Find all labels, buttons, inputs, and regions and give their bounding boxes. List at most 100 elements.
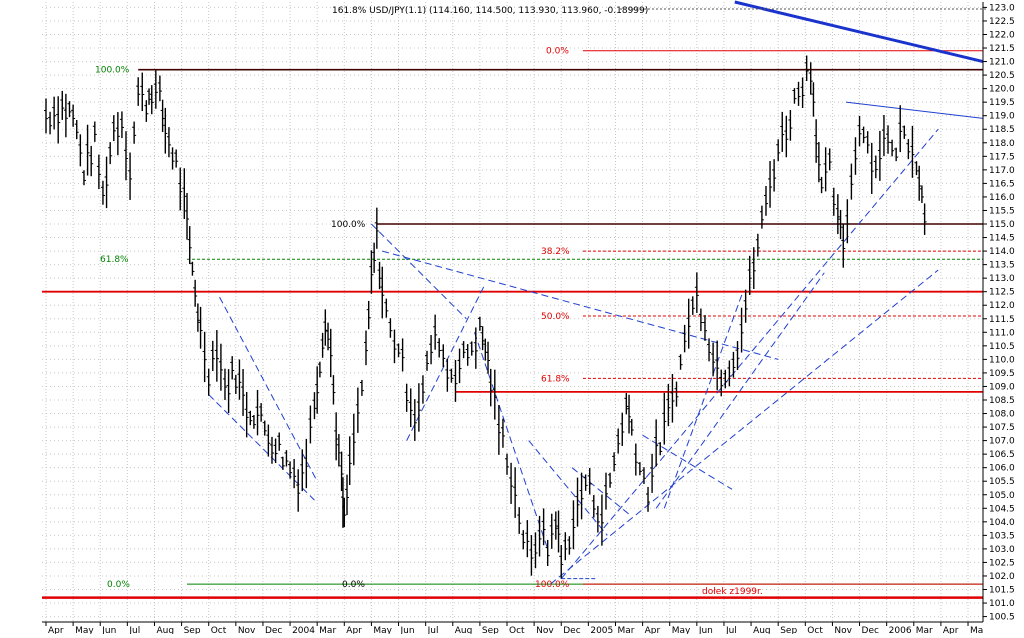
y-tick-label: 105.5 [989,477,1015,487]
fib-left-label: 100.0% [95,66,130,76]
dashed-trendline [560,128,939,580]
y-tick-label: 121.0 [989,58,1015,68]
y-tick-label: 102.5 [989,558,1015,568]
fib-right-label: 38.2% [541,247,570,257]
y-tick-label: 119.0 [989,112,1015,122]
trendlines [208,0,984,585]
dashed-trendline [382,250,779,360]
y-tick-label: 101.5 [989,586,1015,596]
y-tick-label: 109.5 [989,369,1015,379]
x-tick-label: Jul [128,626,140,634]
major-trendline [734,0,984,64]
y-tick-label: 113.5 [989,261,1015,271]
horizontal-gridlines [42,6,983,618]
x-tick-label: May [75,626,94,634]
y-tick-label: 111.0 [989,328,1015,338]
fib-right-label: 50.0% [541,312,570,322]
x-tick-label: Aug [753,626,771,634]
y-tick-label: 118.0 [989,139,1015,149]
x-tick-label: May [373,626,392,634]
y-tick-label: 118.5 [989,125,1015,135]
x-tick-label: Mar [617,626,634,634]
x-tick-label: 2005 [590,626,613,634]
solid-trendline [845,101,984,119]
x-tick-label: May [672,626,691,634]
x-tick-label: Sep [482,626,499,634]
y-tick-label: 108.5 [989,396,1015,406]
dashed-trendline [208,394,315,501]
x-tick-label: Jun [698,626,713,634]
price-bars [44,55,927,579]
dashed-trendline [528,440,608,536]
x-tick-label: Jul [427,626,439,634]
y-tick-label: 120.5 [989,71,1015,81]
x-tick-label: Jun [101,626,116,634]
x-tick-label: Nov [536,626,554,634]
y-tick-label: 117.5 [989,152,1015,162]
y-tick-label: 114.5 [989,234,1015,244]
y-tick-label: 120.0 [989,85,1015,95]
y-tick-label: 122.5 [989,17,1015,27]
vertical-gridlines [45,2,969,622]
x-tick-label: Oct [211,626,227,634]
x-tick-label: Apr [48,626,64,634]
y-tick-label: 103.5 [989,531,1015,541]
support-label: dołek z1999r. [702,587,763,597]
y-tick-label: 106.5 [989,450,1015,460]
horizontal-levels [42,50,983,599]
fib-right-label: 100.0% [535,580,570,590]
y-tick-label: 104.0 [989,518,1015,528]
y-tick-label: 116.0 [989,193,1015,203]
dashed-trendline [550,269,939,585]
dashed-trendline [473,332,549,550]
x-tick-label: Dec [563,626,580,634]
x-tick-label: Aug [455,626,473,634]
y-tick-label: 117.0 [989,166,1015,176]
x-axis: Apr May Jun Jul Aug Sep Oct Nov Dec 2004 Mar Apr May… [42,621,983,636]
chart-legend-text: 161.8% USD/JPY(1.1) (114.160, 114.500, 1… [332,6,648,16]
y-tick-label: 100.5 [989,613,1015,623]
y-tick-label: 109.0 [989,382,1015,392]
y-tick-label: 103.0 [989,545,1015,555]
dashed-trendline [655,272,825,509]
x-tick-label: Oct [807,626,823,634]
x-tick-label: Nov [834,626,852,634]
x-tick-label: Jun [400,626,415,634]
x-tick-label: Dec [862,626,879,634]
x-tick-label: 2006 [889,626,912,634]
fib-left-label: 61.8% [100,255,129,265]
x-tick-label: Ma [970,626,983,634]
y-tick-label: 102.0 [989,572,1015,582]
y-tick-label: 104.5 [989,504,1015,514]
y-tick-label: 112.5 [989,288,1015,298]
y-tick-label: 110.5 [989,342,1015,352]
y-tick-label: 111.5 [989,315,1015,325]
dashed-trendline [371,223,467,320]
y-tick-label: 108.0 [989,410,1015,420]
y-tick-label: 116.5 [989,179,1015,189]
x-tick-label: Aug [156,626,174,634]
y-tick-label: 105.0 [989,491,1015,501]
x-tick-label: Dec [265,626,282,634]
fib-mid-label: 0.0% [342,580,365,590]
y-tick-label: 110.0 [989,355,1015,365]
x-tick-label: Jul [725,626,737,634]
y-tick-label: 107.5 [989,423,1015,433]
x-tick-label: Sep [780,626,797,634]
y-tick-label: 113.0 [989,274,1015,284]
fib-right-label: 0.0% [546,47,569,57]
y-tick-label: 107.0 [989,437,1015,447]
fib-mid-label: 100.0% [331,220,366,230]
y-tick-label: 115.0 [989,220,1015,230]
x-tick-label: Apr [943,626,959,634]
x-tick-label: 2004 [292,626,315,634]
y-tick-label: 115.5 [989,206,1015,216]
fibonacci-labels: 100.0% 61.8% 0.0% 100.0% 0.0% 0.0% 38.2% 50.0% 6… [95,47,763,597]
fib-left-label: 0.0% [107,580,130,590]
x-tick-label: Mar [916,626,933,634]
y-tick-label: 121.5 [989,44,1015,54]
y-axis: 100.5 101.0 101.5 102.0 102.5 103.0 103.5 104.0… [982,2,1015,623]
